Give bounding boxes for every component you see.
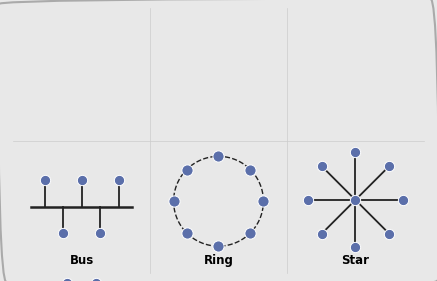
- Text: Star: Star: [341, 254, 369, 267]
- Text: Ring: Ring: [204, 254, 233, 267]
- Point: [385, 164, 392, 169]
- Point: [78, 178, 85, 182]
- Point: [399, 198, 406, 202]
- Point: [247, 231, 254, 235]
- Point: [318, 164, 325, 169]
- Point: [115, 178, 122, 182]
- Point: [352, 150, 359, 155]
- Point: [260, 199, 267, 203]
- Point: [352, 198, 359, 202]
- Point: [305, 198, 312, 202]
- Point: [59, 231, 66, 235]
- Point: [215, 154, 222, 158]
- Point: [385, 231, 392, 236]
- Point: [41, 178, 48, 182]
- Point: [183, 167, 190, 172]
- Point: [183, 231, 190, 235]
- Point: [352, 245, 359, 250]
- Point: [247, 167, 254, 172]
- Text: Bus: Bus: [69, 254, 94, 267]
- Point: [215, 244, 222, 248]
- Point: [170, 199, 177, 203]
- Point: [97, 231, 104, 235]
- Point: [318, 231, 325, 236]
